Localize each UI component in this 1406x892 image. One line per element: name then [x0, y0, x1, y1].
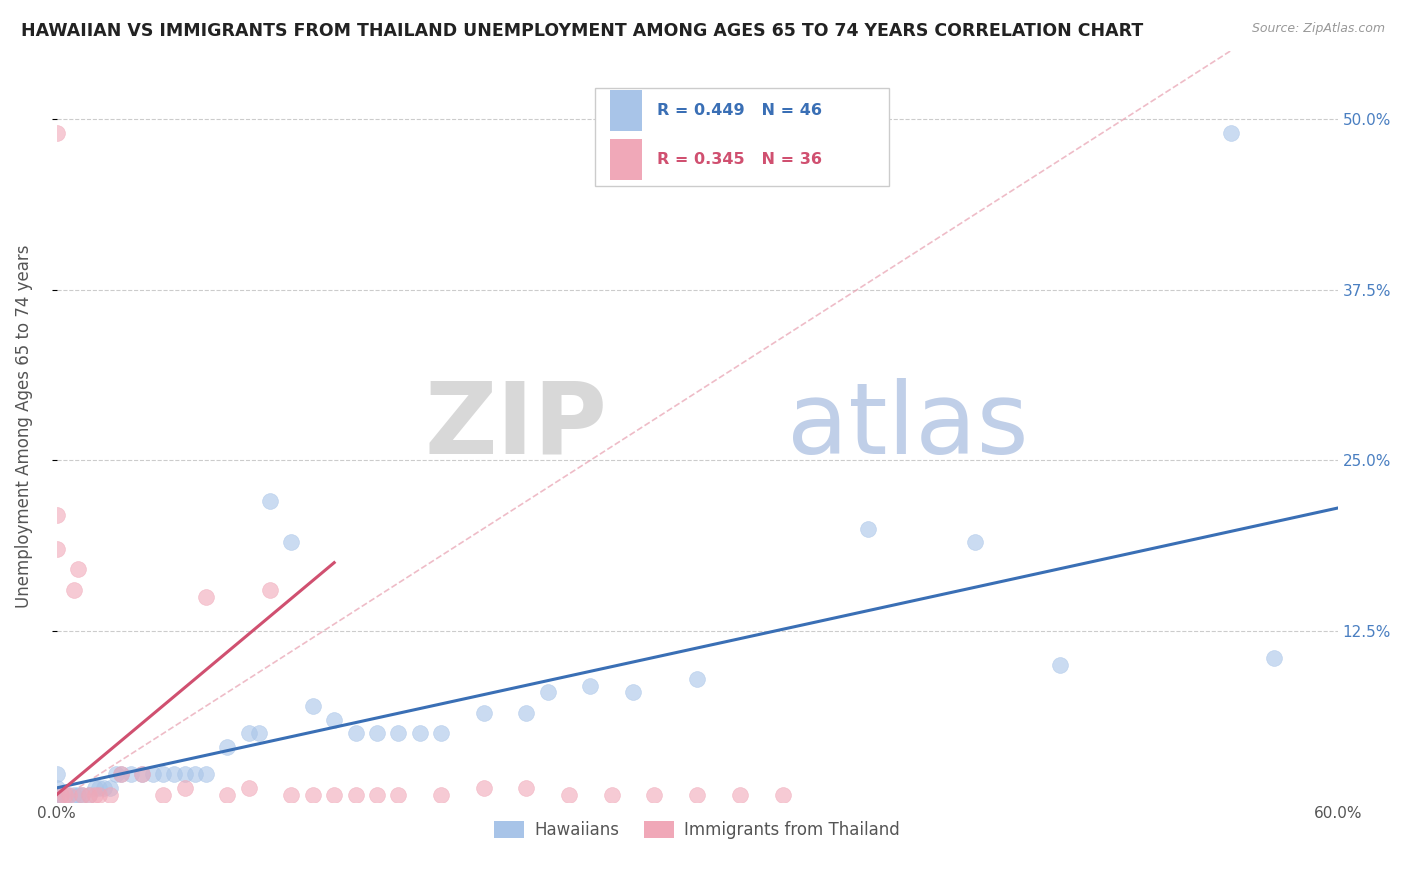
- Text: R = 0.449   N = 46: R = 0.449 N = 46: [658, 103, 823, 119]
- Point: [66, 788, 89, 802]
- Point: [323, 788, 346, 802]
- Point: [600, 788, 623, 802]
- Text: R = 0.345   N = 36: R = 0.345 N = 36: [658, 152, 823, 167]
- Point: [515, 780, 537, 795]
- Point: [70, 788, 93, 802]
- Point: [856, 522, 879, 536]
- Point: [472, 706, 495, 720]
- FancyBboxPatch shape: [610, 139, 643, 180]
- Point: [238, 726, 260, 740]
- Point: [45, 767, 67, 781]
- Point: [45, 780, 67, 795]
- Point: [387, 788, 409, 802]
- Point: [643, 788, 665, 802]
- Point: [366, 788, 388, 802]
- Point: [344, 726, 367, 740]
- Point: [430, 788, 453, 802]
- Point: [152, 788, 174, 802]
- Point: [579, 679, 602, 693]
- Point: [963, 535, 986, 549]
- Point: [280, 788, 302, 802]
- Point: [472, 780, 495, 795]
- Point: [45, 508, 67, 522]
- Point: [62, 788, 84, 802]
- Point: [430, 726, 453, 740]
- Point: [152, 767, 174, 781]
- Point: [238, 780, 260, 795]
- Point: [110, 767, 132, 781]
- FancyBboxPatch shape: [595, 88, 889, 186]
- Point: [45, 126, 67, 140]
- Point: [84, 780, 107, 795]
- Point: [686, 788, 709, 802]
- Point: [105, 767, 128, 781]
- Point: [66, 562, 89, 576]
- Point: [1263, 651, 1285, 665]
- Point: [217, 739, 239, 754]
- Point: [259, 582, 281, 597]
- Point: [84, 788, 107, 802]
- Point: [195, 767, 218, 781]
- Point: [621, 685, 644, 699]
- Point: [62, 582, 84, 597]
- Point: [58, 788, 80, 802]
- Point: [77, 788, 100, 802]
- Y-axis label: Unemployment Among Ages 65 to 74 years: Unemployment Among Ages 65 to 74 years: [15, 244, 32, 607]
- Point: [728, 788, 751, 802]
- Point: [387, 726, 409, 740]
- Point: [1219, 126, 1241, 140]
- Point: [131, 767, 153, 781]
- Point: [323, 713, 346, 727]
- Legend: Hawaiians, Immigrants from Thailand: Hawaiians, Immigrants from Thailand: [488, 814, 907, 846]
- Point: [537, 685, 560, 699]
- Point: [515, 706, 537, 720]
- Point: [558, 788, 581, 802]
- Point: [344, 788, 367, 802]
- Point: [366, 726, 388, 740]
- Point: [120, 767, 142, 781]
- Point: [686, 672, 709, 686]
- Point: [49, 788, 72, 802]
- FancyBboxPatch shape: [610, 90, 643, 131]
- Point: [98, 780, 121, 795]
- Point: [49, 788, 72, 802]
- Point: [110, 767, 132, 781]
- Point: [301, 698, 323, 713]
- Point: [93, 780, 115, 795]
- Text: ZIP: ZIP: [425, 377, 607, 475]
- Point: [45, 541, 67, 556]
- Point: [142, 767, 165, 781]
- Point: [1049, 658, 1071, 673]
- Point: [163, 767, 186, 781]
- Point: [131, 767, 153, 781]
- Point: [89, 788, 111, 802]
- Point: [280, 535, 302, 549]
- Point: [408, 726, 430, 740]
- Point: [45, 788, 67, 802]
- Point: [173, 767, 195, 781]
- Point: [184, 767, 207, 781]
- Point: [249, 726, 271, 740]
- Point: [173, 780, 195, 795]
- Text: HAWAIIAN VS IMMIGRANTS FROM THAILAND UNEMPLOYMENT AMONG AGES 65 TO 74 YEARS CORR: HAWAIIAN VS IMMIGRANTS FROM THAILAND UNE…: [21, 22, 1143, 40]
- Point: [56, 788, 79, 802]
- Point: [77, 788, 100, 802]
- Point: [70, 788, 93, 802]
- Point: [259, 494, 281, 508]
- Text: atlas: atlas: [787, 377, 1028, 475]
- Point: [772, 788, 794, 802]
- Text: Source: ZipAtlas.com: Source: ZipAtlas.com: [1251, 22, 1385, 36]
- Point: [301, 788, 323, 802]
- Point: [98, 788, 121, 802]
- Point: [53, 788, 76, 802]
- Point: [217, 788, 239, 802]
- Point: [195, 590, 218, 604]
- Point: [89, 780, 111, 795]
